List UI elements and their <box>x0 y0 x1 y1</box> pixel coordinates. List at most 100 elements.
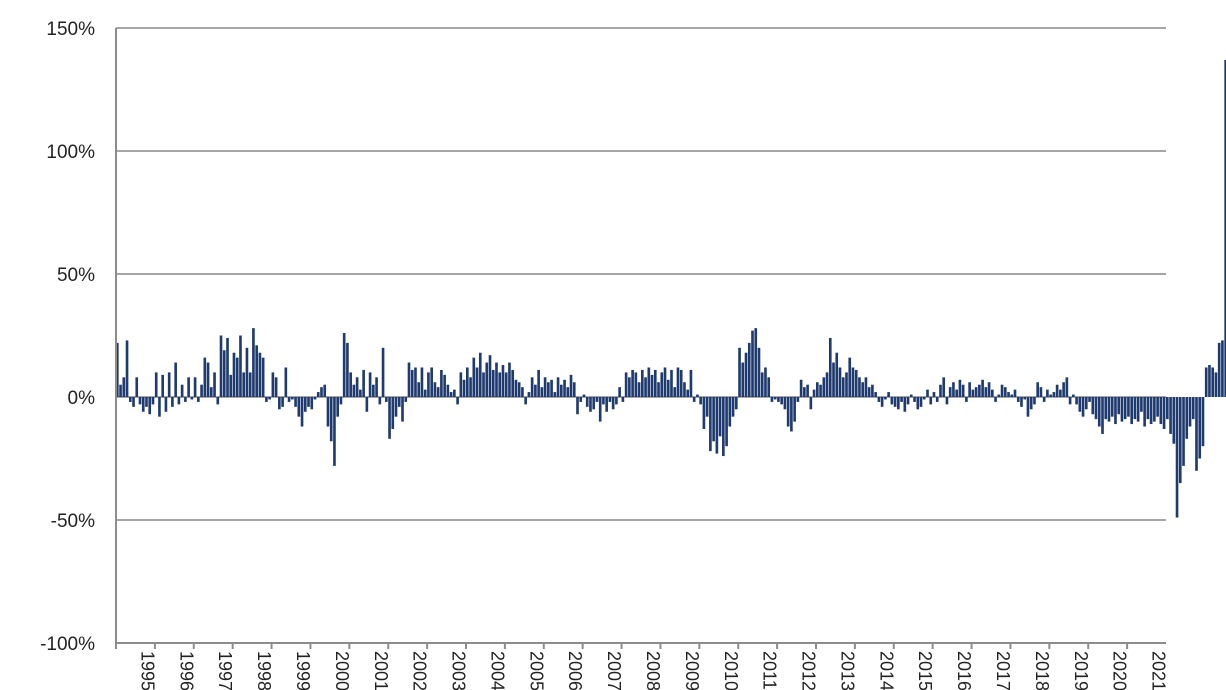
bar <box>799 379 803 397</box>
bar <box>858 377 861 397</box>
bar <box>641 369 644 397</box>
bar <box>816 382 819 397</box>
bar <box>1211 367 1215 397</box>
bar <box>200 384 203 397</box>
bar <box>624 372 628 397</box>
bar <box>631 369 634 397</box>
bar <box>994 397 997 402</box>
bar <box>893 397 897 407</box>
x-tick-label: 1995 <box>137 651 157 690</box>
bar <box>278 397 281 410</box>
bar <box>148 397 152 415</box>
bar <box>436 387 440 397</box>
bar <box>738 347 741 397</box>
bar <box>939 384 942 397</box>
bar <box>375 377 378 397</box>
bar <box>388 397 391 439</box>
bar <box>333 397 336 466</box>
bar <box>974 387 978 397</box>
bar <box>602 397 605 405</box>
bar <box>563 379 566 397</box>
bar <box>650 374 654 397</box>
bar <box>128 397 132 402</box>
bar <box>806 384 809 397</box>
bar <box>242 372 246 397</box>
bar <box>679 369 683 397</box>
y-tick-label: 50% <box>57 265 95 286</box>
bar <box>809 397 813 410</box>
bar <box>653 369 657 397</box>
bar <box>922 397 926 400</box>
x-tick-label: 2007 <box>604 651 624 690</box>
bar <box>965 397 968 402</box>
bar <box>961 384 965 397</box>
bar <box>793 397 796 422</box>
bar <box>316 392 320 397</box>
bar <box>744 352 748 397</box>
bar <box>504 372 508 397</box>
bar <box>754 328 758 397</box>
bar <box>323 384 327 397</box>
bar <box>213 372 216 397</box>
bar <box>1072 394 1075 397</box>
bar <box>511 369 515 397</box>
bar <box>235 357 239 397</box>
x-tick-label: 2017 <box>993 651 1013 690</box>
bar <box>1182 397 1185 466</box>
bar <box>1065 377 1069 397</box>
bar <box>663 367 667 397</box>
bar <box>294 397 297 407</box>
bar <box>861 382 865 397</box>
bar <box>683 382 686 397</box>
bar <box>488 355 492 397</box>
x-tick-label: 2004 <box>487 651 507 690</box>
x-tick-label: 2019 <box>1071 651 1091 690</box>
x-tick-label: 2000 <box>332 651 352 690</box>
y-tick-labels: 150% 100% 50% 0% -50% -100% <box>40 19 95 655</box>
bar <box>900 397 903 402</box>
bar <box>822 377 826 397</box>
bar <box>158 397 161 417</box>
bar <box>1097 397 1101 427</box>
x-tick-label: 2016 <box>954 651 974 690</box>
bar <box>828 337 832 397</box>
bar <box>689 369 693 397</box>
bar <box>696 394 699 397</box>
bar <box>291 397 294 400</box>
bar <box>838 367 842 397</box>
x-tick-labels: 1995 1996 1997 1998 1999 2000 2001 2002 2003 2004… <box>115 643 1169 690</box>
bar <box>948 387 952 397</box>
bar <box>764 367 767 397</box>
bar <box>686 389 690 397</box>
bar <box>1033 397 1036 405</box>
bar <box>1094 397 1098 420</box>
bar <box>832 362 835 397</box>
x-tick-label: 2001 <box>371 651 391 690</box>
bar <box>932 392 936 397</box>
bar <box>1201 397 1205 447</box>
bar <box>657 382 660 397</box>
bar <box>835 352 839 397</box>
bar <box>1146 397 1150 420</box>
bar <box>576 397 579 415</box>
bar <box>1117 397 1121 415</box>
bar <box>336 397 340 417</box>
bar <box>151 397 155 405</box>
bar <box>887 392 890 397</box>
bar <box>261 357 265 397</box>
bar <box>427 372 430 397</box>
bar <box>410 369 414 397</box>
x-tick-label: 2013 <box>837 651 857 690</box>
bar <box>171 397 174 407</box>
bar <box>320 387 323 397</box>
bar <box>326 397 330 427</box>
bar <box>193 377 197 397</box>
bar <box>786 397 790 427</box>
bar <box>1110 397 1114 417</box>
bar <box>728 397 732 427</box>
bar <box>854 369 858 397</box>
bar <box>666 379 670 397</box>
bar <box>132 397 135 407</box>
x-tick-label: 1997 <box>215 651 235 690</box>
bar <box>1130 397 1133 425</box>
